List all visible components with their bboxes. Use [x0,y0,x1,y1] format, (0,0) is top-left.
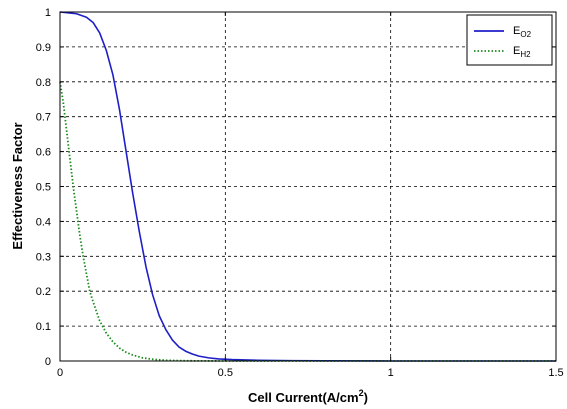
y-tick-label: 0.6 [36,147,51,159]
x-tick-label: 0 [57,367,63,379]
y-tick-label: 0.3 [36,251,51,263]
y-tick-label: 0.9 [36,42,51,54]
grid-lines [60,12,556,361]
series-layer [59,11,556,362]
y-tick-label: 0.2 [36,286,51,298]
legend-label: EH2 [513,45,531,59]
y-tick-label: 0.1 [36,321,51,333]
legend-label: EO2 [513,25,532,39]
y-tick-label: 0.7 [36,112,51,124]
y-tick-label: 0.4 [36,216,51,228]
x-tick-label: 0.5 [218,367,233,379]
x-axis-title: Cell Current(A/cm2) [248,388,368,405]
y-tick-label: 0 [45,356,51,368]
y-tick-label: 0.8 [36,77,51,89]
x-tick-label: 1 [388,367,394,379]
y-tick-label: 1 [45,7,51,19]
x-tick-label: 1.5 [548,367,563,379]
y-axis-title: Effectiveness Factor [10,122,25,249]
legend-box [466,14,553,66]
tick-labels: 0 0.5 1 1.5 0 0.1 0.2 0.3 0.4 0.5 0.6 0.7 0.8 0.9 1 [36,7,564,379]
y-tick-label: 0.5 [36,182,51,194]
